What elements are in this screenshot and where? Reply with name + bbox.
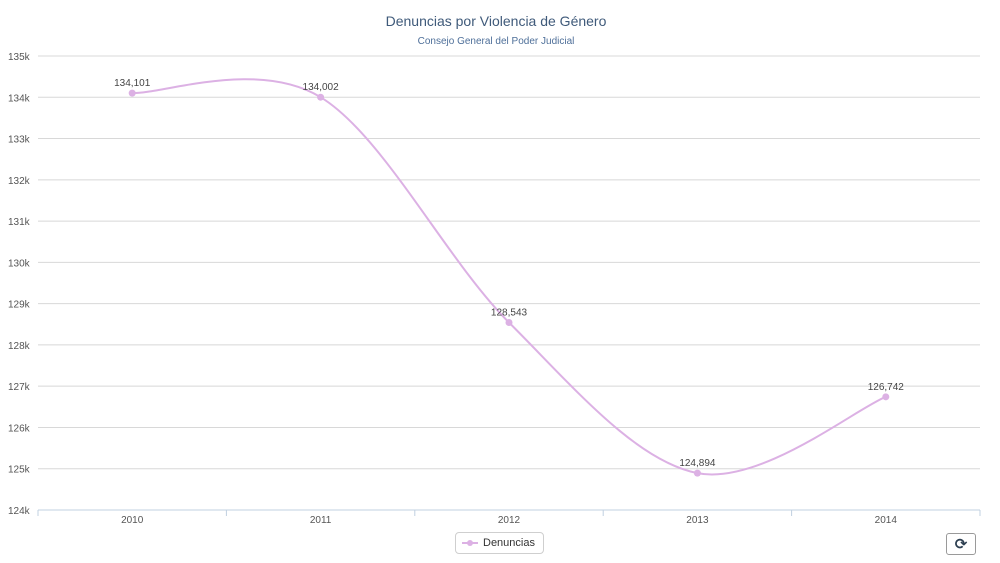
- data-labels: 134,101 134,002 128,543 124,894 126,742: [114, 78, 904, 469]
- data-points: [128, 89, 890, 477]
- data-label: 134,101: [114, 78, 151, 89]
- chart-title: Denuncias por Violencia de Género: [386, 13, 607, 29]
- data-label: 128,543: [491, 307, 528, 318]
- data-point[interactable]: [693, 469, 701, 477]
- data-point[interactable]: [128, 89, 136, 97]
- x-tick-label: 2011: [310, 515, 332, 526]
- y-tick-label: 135k: [8, 52, 31, 63]
- legend-label: Denuncias: [483, 537, 535, 549]
- data-label: 134,002: [303, 82, 340, 93]
- legend-item-denuncias[interactable]: Denuncias: [455, 532, 544, 554]
- y-tick-label: 130k: [8, 258, 31, 269]
- y-tick-label: 127k: [8, 382, 31, 393]
- y-tick-label: 125k: [8, 465, 31, 476]
- x-tick-label: 2014: [875, 515, 898, 526]
- gridlines: [38, 55, 980, 511]
- y-tick-label: 133k: [8, 135, 31, 146]
- y-tick-label: 131k: [8, 217, 31, 228]
- y-tick-label: 134k: [8, 93, 31, 104]
- data-point[interactable]: [317, 93, 325, 101]
- y-tick-label: 129k: [8, 300, 31, 311]
- y-tick-label: 126k: [8, 423, 31, 434]
- data-label: 126,742: [868, 382, 905, 393]
- x-tick-label: 2010: [121, 515, 144, 526]
- chart-subtitle: Consejo General del Poder Judicial: [418, 36, 575, 47]
- legend-marker-icon: [462, 540, 478, 546]
- y-tick-label: 128k: [8, 341, 31, 352]
- data-point[interactable]: [882, 393, 890, 401]
- data-point[interactable]: [505, 318, 513, 326]
- data-label: 124,894: [679, 458, 716, 469]
- reset-zoom-button[interactable]: ⟳: [946, 533, 976, 555]
- x-tick-label: 2013: [686, 515, 709, 526]
- x-axis: 2010 2011 2012 2013 2014: [37, 510, 981, 526]
- y-tick-label: 132k: [8, 176, 31, 187]
- refresh-icon: ⟳: [954, 534, 968, 553]
- x-tick-label: 2012: [498, 515, 521, 526]
- y-axis: 124k 125k 126k 127k 128k 129k 130k 131k 132k 133k…: [8, 52, 31, 517]
- y-tick-label: 124k: [8, 506, 31, 517]
